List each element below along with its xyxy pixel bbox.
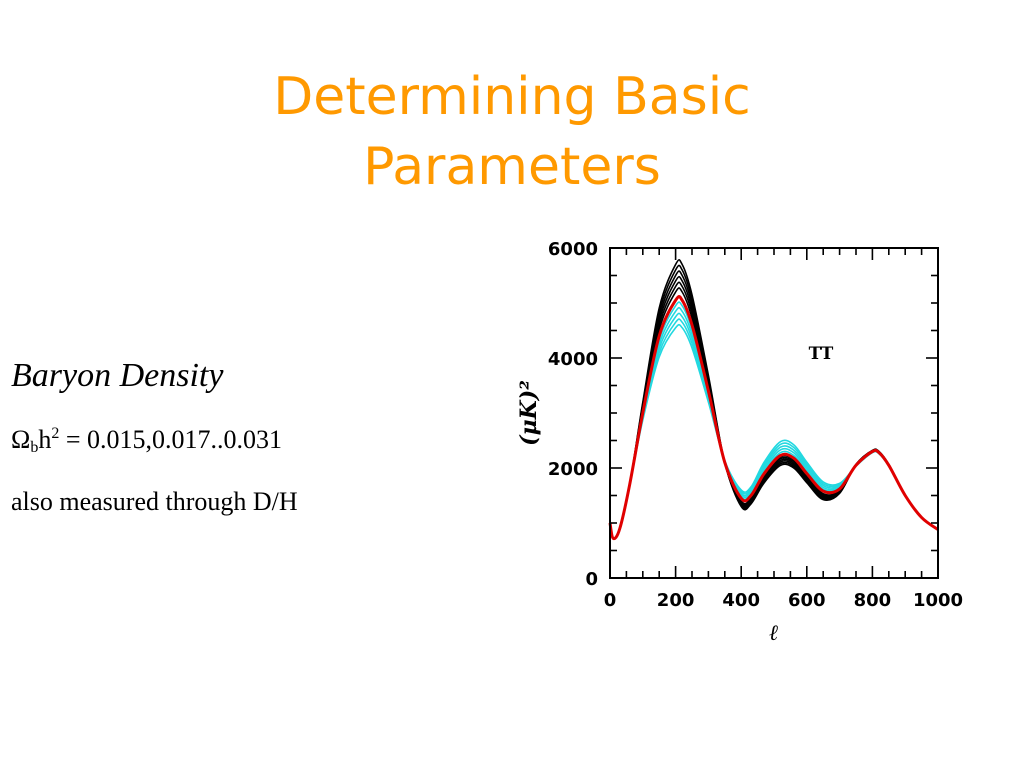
y-tick-label: 0 <box>585 569 598 590</box>
series-line-cyan-10 <box>609 318 939 540</box>
formula-values: = 0.015,0.017..0.031 <box>59 425 282 454</box>
formula-subscript: b <box>30 439 39 456</box>
formula-h: h <box>38 425 52 454</box>
x-tick-label: 600 <box>788 590 826 611</box>
series-line-red-6 <box>608 294 939 541</box>
title-line-1: Determining Basic <box>273 67 751 127</box>
plot-frame <box>609 247 939 579</box>
x-tick-label: 1000 <box>913 590 963 611</box>
series-line-black-0 <box>609 259 939 540</box>
x-tick-label: 400 <box>722 590 760 611</box>
x-tick-label: 800 <box>854 590 892 611</box>
tick-labels: 0 200 400 600 800 1000 0 2000 4000 6000 <box>548 239 963 611</box>
y-tick-label: 6000 <box>548 239 598 260</box>
body-text: Baryon Density Ωbh2 = 0.015,0.017..0.031… <box>11 350 491 520</box>
baryon-formula: Ωbh2 = 0.015,0.017..0.031 <box>11 416 491 466</box>
y-tick-label: 4000 <box>548 349 598 370</box>
x-tick-label: 200 <box>657 590 695 611</box>
baryon-density-heading: Baryon Density <box>11 357 224 394</box>
series-line-cyan-11 <box>609 323 939 540</box>
formula-superscript: 2 <box>51 425 60 442</box>
x-axis-label: ℓ <box>769 620 778 646</box>
title-line-2: Parameters <box>363 137 661 197</box>
y-axis-label: (μK)² <box>516 380 542 446</box>
curves-group <box>608 259 939 541</box>
x-tick-label: 0 <box>604 590 617 611</box>
y-tick-label: 2000 <box>548 459 598 480</box>
tick-marks <box>609 247 939 579</box>
dh-note: also measured through D/H <box>11 487 298 516</box>
slide-title: Determining Basic Parameters <box>0 62 1024 202</box>
series-line-cyan-9 <box>609 312 939 540</box>
omega-symbol: Ω <box>11 425 31 454</box>
tt-annotation: TT <box>809 344 834 364</box>
series-line-cyan-8 <box>609 306 939 540</box>
power-spectrum-chart: 0 200 400 600 800 1000 0 2000 4000 6000 TT ℓ (μK)… <box>516 239 963 646</box>
